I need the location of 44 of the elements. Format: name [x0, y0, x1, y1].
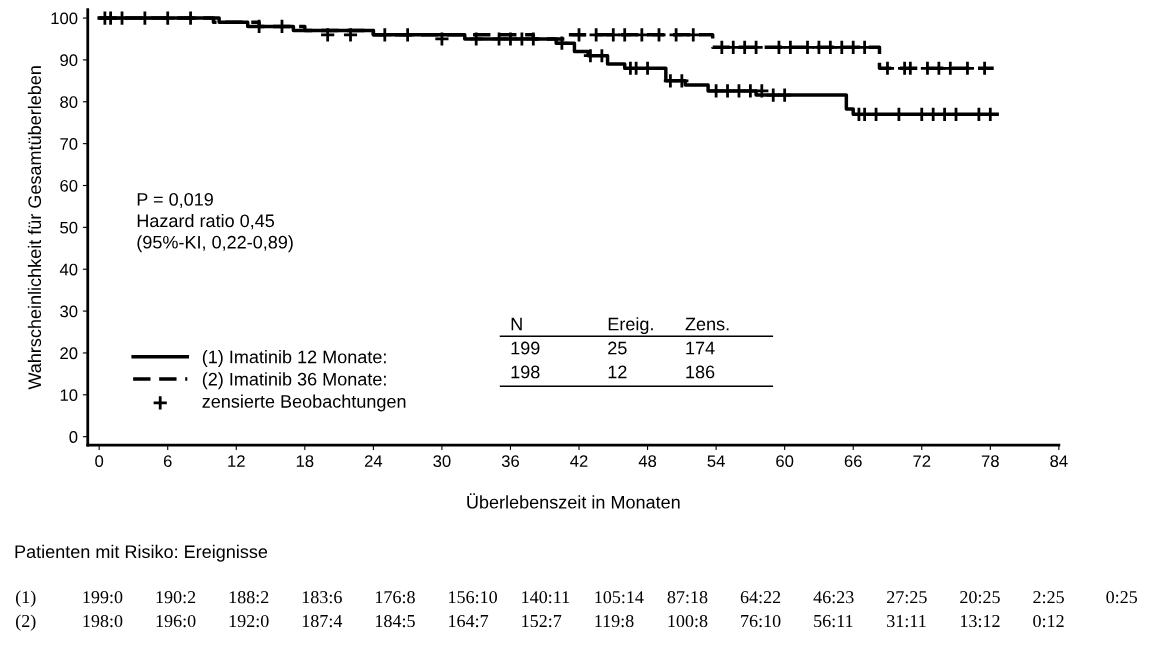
annotation: 199 [511, 341, 540, 355]
y-tick-label: 20 [60, 347, 78, 360]
x-tick-label: 66 [844, 455, 862, 468]
annotation: 198 [511, 365, 540, 379]
y-tick-label: 80 [60, 96, 78, 108]
y-tick-label: 60 [60, 179, 78, 192]
x-tick-label: 6 [163, 455, 172, 468]
x-tick-label: 12 [228, 455, 245, 467]
text: Patienten mit Risiko: Ereignisse [15, 544, 268, 562]
x-tick-label: 42 [570, 455, 588, 467]
x-tick-label: 84 [1050, 455, 1068, 468]
y-tick-label: 90 [60, 54, 78, 67]
x-tick-label: 60 [776, 455, 794, 468]
legend-label: (1) Imatinib 12 Monate: [202, 350, 386, 367]
annotation: Ereig. [608, 317, 653, 335]
text: (2) 198:0 196:0 192:0 187:4 184:5 164:7 152:7 119:8 100:8 76:10 56:11 31:11 13:12 0:12 [16, 614, 1064, 631]
x-tick-label: 36 [501, 455, 519, 468]
annotation: 174 [686, 341, 715, 355]
legend-label: (2) Imatinib 36 Monate: [202, 372, 386, 390]
y-tick-label: 50 [60, 221, 78, 234]
annotation: 25 [608, 341, 627, 355]
y-axis-title: Wahrscheinlichkeit für Gesamtüberleben [27, 66, 42, 390]
annotation: N [511, 317, 522, 331]
x-tick-label: 18 [296, 455, 314, 468]
x-tick-label: 78 [981, 455, 999, 468]
x-tick-label: 30 [433, 455, 451, 468]
x-tick-label: 72 [913, 455, 931, 467]
y-tick-label: 70 [60, 138, 78, 150]
y-tick-label: 0 [69, 431, 78, 443]
annotation: 12 [608, 365, 627, 379]
legend-label: zensierte Beobachtungen [202, 394, 406, 412]
y-tick-label: 100 [51, 12, 78, 25]
annotation: 186 [686, 365, 715, 379]
x-tick-label: 24 [364, 455, 383, 467]
x-tick-label: 54 [707, 455, 725, 468]
annotation: Zens. [685, 317, 729, 331]
y-tick-label: 10 [60, 389, 78, 402]
text: (1) 199:0 190:2 188:2 183:6 176:8 156:10 140:11 105:14 87:18 64:22 46:23 27:25 20:25 2:25 0:25 [16, 590, 1138, 607]
y-tick-label: 40 [59, 263, 78, 276]
y-tick-label: 30 [60, 305, 78, 318]
annotation: P = 0,019 Hazard ratio 0,45 (95%-KI, 0,22-0,89) [137, 193, 293, 253]
x-tick-label: 48 [638, 455, 657, 468]
x-axis-title: Überlebenszeit in Monaten [467, 493, 680, 509]
x-tick-label: 0 [95, 455, 104, 468]
